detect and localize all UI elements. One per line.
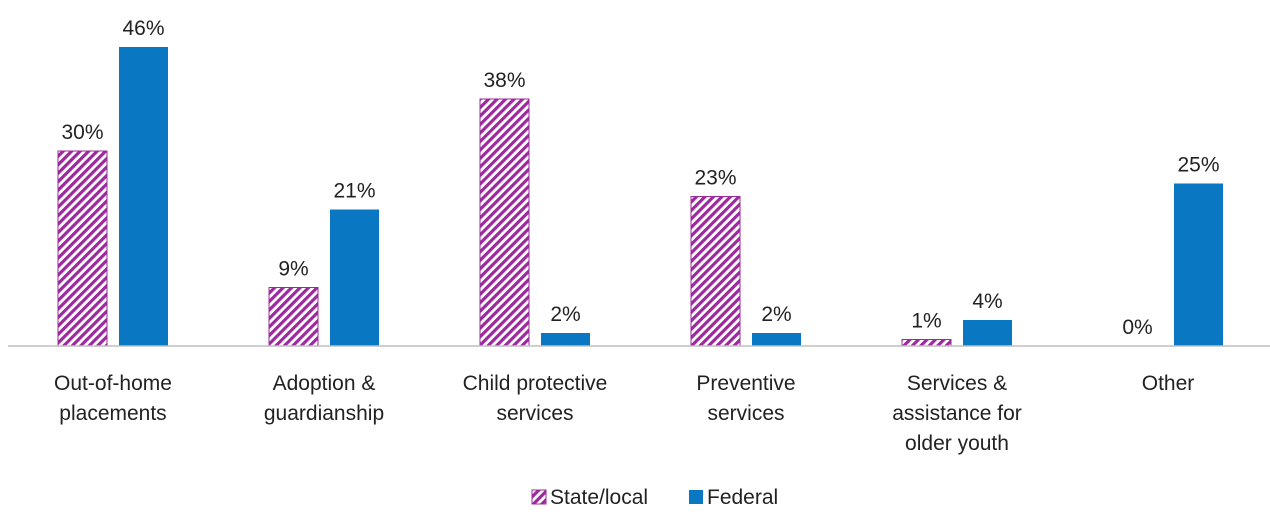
bar-federal-3 xyxy=(752,333,801,346)
value-label-federal-5: 25% xyxy=(1177,154,1219,177)
bar-state-local-1 xyxy=(268,287,319,347)
legend-swatch-state-local xyxy=(531,489,547,505)
category-label-3-line-0: Preventive xyxy=(696,372,795,395)
value-label-federal-2: 2% xyxy=(550,303,580,326)
value-label-state-local-5: 0% xyxy=(1122,316,1152,339)
bar-state-local-0 xyxy=(57,150,108,347)
legend-swatch-federal xyxy=(689,490,703,504)
legend-label-federal: Federal xyxy=(707,486,778,509)
category-label-4-line-0: Services & xyxy=(907,372,1007,395)
value-label-state-local-2: 38% xyxy=(483,69,525,92)
category-label-1-line-0: Adoption & xyxy=(273,372,376,395)
bar-federal-5 xyxy=(1174,183,1223,346)
value-label-federal-3: 2% xyxy=(761,303,791,326)
bar-state-local-4 xyxy=(901,339,952,347)
value-label-federal-1: 21% xyxy=(333,180,375,203)
category-label-2-line-0: Child protective xyxy=(463,372,608,395)
value-label-state-local-3: 23% xyxy=(694,167,736,190)
value-label-federal-0: 46% xyxy=(122,17,164,40)
category-labels-layer: Out-of-home placements Adoption & guardians… xyxy=(54,372,1194,455)
bar-federal-0 xyxy=(119,47,168,346)
category-label-0-line-1: placements xyxy=(59,402,166,425)
category-label-0-line-0: Out-of-home xyxy=(54,372,172,395)
category-label-4-line-1: assistance for xyxy=(892,402,1022,425)
bar-state-local-2 xyxy=(479,98,530,347)
category-label-2-line-1: services xyxy=(496,402,573,425)
value-label-state-local-4: 1% xyxy=(911,310,941,333)
value-label-federal-4: 4% xyxy=(972,290,1002,313)
category-label-3-line-1: services xyxy=(707,402,784,425)
category-label-4-line-2: older youth xyxy=(905,432,1009,455)
category-label-5-line-0: Other xyxy=(1142,372,1195,395)
bar-federal-4 xyxy=(963,320,1012,346)
value-label-state-local-0: 30% xyxy=(61,121,103,144)
category-label-1-line-1: guardianship xyxy=(264,402,384,425)
value-label-state-local-1: 9% xyxy=(278,258,308,281)
bar-federal-2 xyxy=(541,333,590,346)
bar-federal-1 xyxy=(330,209,379,346)
value-labels-layer: 30% 46% 9% 21% 38% 2% 23% 2% 1% 4% 0% 25% xyxy=(61,17,1219,339)
legend: State/local Federal xyxy=(531,486,778,509)
bars-layer xyxy=(57,47,1223,347)
legend-label-state-local: State/local xyxy=(550,486,648,509)
bar-state-local-3 xyxy=(690,196,741,347)
